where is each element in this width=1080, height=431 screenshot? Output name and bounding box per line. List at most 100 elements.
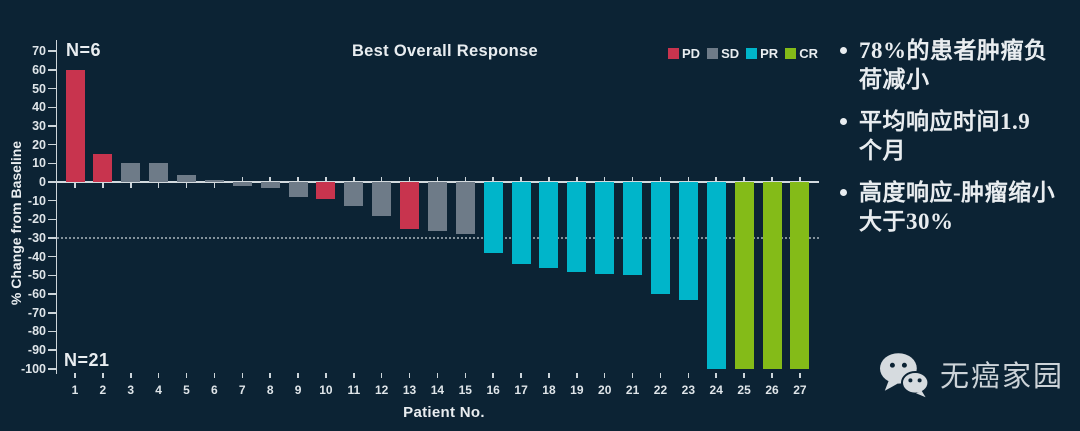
watermark: 无癌家园 [878,350,1064,398]
baseline-tick [241,176,244,181]
baseline-tick [715,176,717,181]
y-tick-label: -60 [27,287,46,302]
legend-swatch-pr [746,48,758,59]
y-tick [48,143,56,146]
y-tick [48,69,56,71]
x-tick-label: 21 [625,383,640,397]
bar-patient-12 [372,182,392,216]
y-tick-label: -50 [27,268,46,283]
x-tick-label: 18 [542,383,556,397]
y-tick-label: -100 [20,361,46,376]
x-tick-label: 7 [238,383,246,397]
bar-patient-5 [177,174,197,182]
x-tick-label: 5 [183,383,190,397]
x-axis-tick [743,373,745,378]
y-tick-label: 20 [32,137,46,152]
legend-item-cr: CR [785,46,818,61]
y-tick-label: -70 [27,305,46,320]
x-axis-tick [631,373,634,378]
y-tick-label: -80 [27,324,46,339]
legend-swatch-cr [785,48,797,59]
summary-bullets: 78%的患者肿瘤负 荷减小 平均响应时间1.9 个月 高度响应-肿瘤缩小 大于3… [840,36,1076,249]
bar-patient-16 [483,182,503,253]
bar-patient-19 [567,182,587,272]
x-tick-label: 2 [99,383,107,397]
baseline-tick [269,176,271,181]
x-axis-tick [436,373,439,378]
x-tick-label: 9 [294,383,302,397]
x-tick-label: 16 [486,383,500,397]
x-tick-label: 4 [155,383,162,397]
x-tick-label: 14 [430,383,445,397]
bar-patient-25 [734,182,754,369]
bar-patient-11 [344,182,364,207]
bar-patient-15 [455,182,475,235]
bullet-text: 高度响应-肿瘤缩小 大于30% [859,180,1056,234]
y-tick [48,87,56,90]
y-axis-line [55,40,57,374]
baseline-tick [576,176,578,181]
y-tick-label: 30 [32,118,46,133]
y-tick [48,312,56,314]
y-tick-label: 60 [32,62,46,77]
baseline-tick [659,176,662,181]
baseline-tick [74,183,76,188]
y-tick-label: -20 [27,212,46,227]
baseline-tick [687,176,690,181]
x-axis-tick [130,373,132,378]
bar-patient-6 [204,180,224,182]
y-tick [48,368,56,370]
x-tick-label: 13 [402,383,417,397]
y-tick [48,349,56,351]
bar-patient-18 [539,182,559,268]
bar-patient-17 [511,182,531,265]
bullet-dot [840,189,847,196]
baseline-tick [603,176,606,181]
x-tick-label: 11 [347,383,361,397]
bar-patient-14 [427,182,447,231]
x-axis-tick [213,373,216,378]
bar-patient-10 [316,182,336,199]
y-tick [48,218,56,221]
baseline-tick [436,176,439,181]
x-axis-tick [157,373,160,378]
y-tick-label: 0 [39,175,46,189]
x-tick-label: 1 [71,383,79,397]
x-axis-tick [74,373,76,378]
y-tick [48,181,56,183]
y-tick-label: -90 [27,343,46,358]
bar-patient-4 [149,163,169,182]
y-tick [48,125,56,127]
legend-label: PD [682,46,701,61]
x-tick-label: 6 [211,383,218,397]
bar-patient-26 [762,182,782,369]
baseline-tick [102,183,104,188]
legend-label: SD [721,46,740,61]
bar-patient-1 [65,69,85,182]
x-tick-label: 26 [765,383,779,397]
x-axis-tick [576,373,578,378]
x-axis-tick [269,373,271,378]
baseline-tick [799,176,801,181]
baseline-tick [185,183,188,188]
x-axis-tick [185,373,188,378]
y-tick-label: -40 [27,249,46,264]
x-axis-tick [715,373,717,378]
bullet-item: 78%的患者肿瘤负 荷减小 [840,36,1076,94]
baseline-tick [743,176,745,181]
legend-item-pr: PR [746,46,778,61]
y-tick [48,274,56,277]
bar-patient-22 [650,182,670,295]
bar-patient-23 [678,182,698,300]
y-tick [48,199,56,202]
x-tick-label: 12 [374,383,389,397]
x-axis-tick [548,373,550,378]
x-axis-tick [603,373,606,378]
legend-label: PR [760,46,779,61]
baseline-tick [492,176,494,181]
bar-patient-20 [595,182,615,274]
chart-title: Best Overall Response [351,42,539,60]
x-tick-label: 8 [266,383,274,397]
x-tick-label: 27 [793,383,807,397]
chart-legend: PD SD PR CR [668,46,818,61]
